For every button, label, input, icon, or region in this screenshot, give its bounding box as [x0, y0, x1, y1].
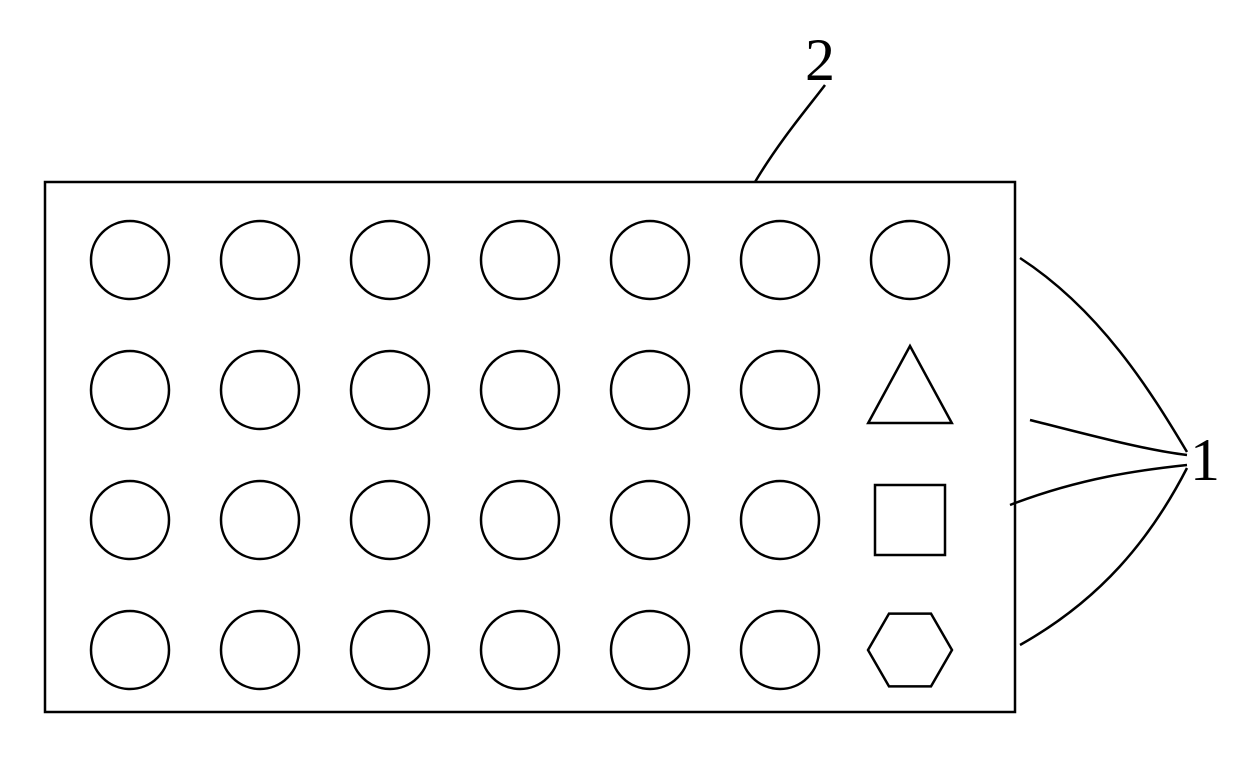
grid-circle: [741, 351, 819, 429]
grid-circle: [741, 221, 819, 299]
diagram-canvas: 2 1: [0, 0, 1240, 765]
grid-circle: [741, 611, 819, 689]
callout-curve-to-shape: [1020, 468, 1187, 645]
shape-triangle: [868, 346, 952, 423]
callout-curve-to-shape: [1010, 465, 1187, 505]
grid-circle: [481, 221, 559, 299]
grid-circle: [481, 481, 559, 559]
diagram-svg: [0, 0, 1240, 765]
grid-circle: [91, 351, 169, 429]
container-rect: [45, 182, 1015, 712]
callout-curve-to-rect: [755, 85, 825, 182]
grid-circle: [221, 611, 299, 689]
grid-circle: [351, 611, 429, 689]
callout-curve-to-shape: [1030, 420, 1187, 455]
grid-circle: [221, 481, 299, 559]
grid-circle: [611, 481, 689, 559]
shape-hexagon: [868, 614, 952, 687]
grid-circle: [741, 481, 819, 559]
callout-label-2: 2: [805, 30, 835, 90]
callout-label-1: 1: [1190, 430, 1220, 490]
grid-circle: [91, 611, 169, 689]
grid-circle: [481, 351, 559, 429]
grid-circle: [221, 221, 299, 299]
grid-circle: [351, 481, 429, 559]
grid-circle: [481, 611, 559, 689]
grid-circle: [611, 221, 689, 299]
grid-circle: [221, 351, 299, 429]
grid-circle: [611, 611, 689, 689]
shape-circle: [871, 221, 949, 299]
shape-square: [875, 485, 945, 555]
grid-circle: [91, 481, 169, 559]
grid-circle: [611, 351, 689, 429]
grid-circle: [351, 351, 429, 429]
grid-circle: [351, 221, 429, 299]
grid-circle: [91, 221, 169, 299]
